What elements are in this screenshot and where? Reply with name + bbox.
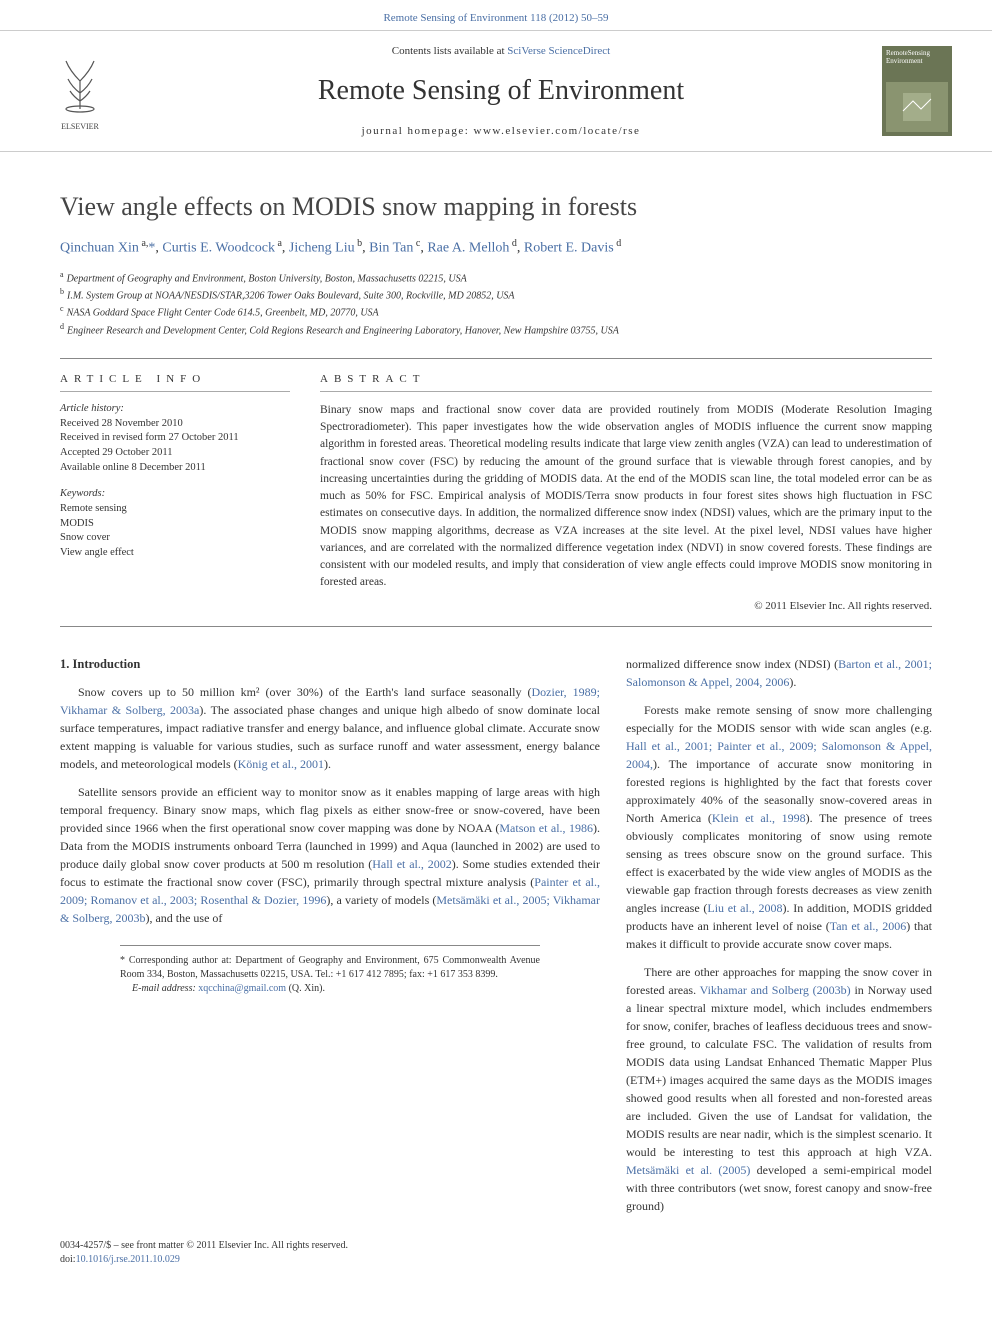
article-info-heading: article info <box>60 373 290 392</box>
history-label: Article history: <box>60 403 124 414</box>
affiliation-text: NASA Goddard Space Flight Center Code 61… <box>67 308 379 319</box>
doi-line: doi:10.1016/j.rse.2011.10.029 <box>60 1253 932 1267</box>
contents-prefix: Contents lists available at <box>392 45 507 57</box>
history-line: Available online 8 December 2011 <box>60 462 206 473</box>
affiliation-key: d <box>60 322 67 331</box>
abstract-text: Binary snow maps and fractional snow cov… <box>320 402 932 592</box>
body-columns: 1. Introduction Snow covers up to 50 mil… <box>60 655 932 1225</box>
journal-cover-thumb: RemoteSensing Environment <box>882 46 952 136</box>
info-abstract-row: article info Article history: Received 2… <box>60 358 932 627</box>
body-text: Forests make remote sensing of snow more… <box>626 703 932 735</box>
journal-homepage: journal homepage: www.elsevier.com/locat… <box>120 125 882 137</box>
author-link[interactable]: Qinchuan Xin <box>60 241 139 256</box>
article-history-block: Article history: Received 28 November 20… <box>60 402 290 475</box>
elsevier-tree-icon <box>52 51 108 122</box>
keywords-block: Keywords: Remote sensing MODIS Snow cove… <box>60 487 290 560</box>
corresponding-footnote: * Corresponding author at: Department of… <box>120 954 540 982</box>
email-link[interactable]: xqcchina@gmail.com <box>198 983 286 994</box>
affiliation-item: bI.M. System Group at NOAA/NESDIS/STAR,3… <box>60 286 932 303</box>
body-paragraph: There are other approaches for mapping t… <box>626 963 932 1215</box>
affiliation-item: cNASA Goddard Space Flight Center Code 6… <box>60 303 932 320</box>
publisher-logo: ELSEVIER <box>40 46 120 136</box>
body-text: normalized difference snow index (NDSI) … <box>626 657 838 671</box>
history-line: Received 28 November 2010 <box>60 418 183 429</box>
footnotes: * Corresponding author at: Department of… <box>120 945 540 996</box>
affiliation-list: aDepartment of Geography and Environment… <box>60 269 932 338</box>
author-aff-sup: a <box>277 238 281 249</box>
journal-ref-link[interactable]: Remote Sensing of Environment 118 (2012)… <box>383 12 608 24</box>
author-aff-sup: b <box>357 238 362 249</box>
citation-link[interactable]: Tan et al., 2006 <box>830 919 906 933</box>
body-text: ), a variety of models ( <box>326 893 436 907</box>
doi-label: doi: <box>60 1254 76 1265</box>
affiliation-text: Engineer Research and Development Center… <box>67 325 619 336</box>
abstract-heading: abstract <box>320 373 932 392</box>
body-paragraph: Forests make remote sensing of snow more… <box>626 701 932 953</box>
author-aff-sup: a <box>141 238 145 249</box>
author-list: Qinchuan Xin a,*, Curtis E. Woodcock a, … <box>60 238 932 257</box>
keyword: Snow cover <box>60 532 110 543</box>
journal-title: Remote Sensing of Environment <box>120 75 882 107</box>
page-footer: 0034-4257/$ – see front matter © 2011 El… <box>60 1239 932 1267</box>
affiliation-text: Department of Geography and Environment,… <box>67 273 467 284</box>
citation-link[interactable]: König et al., 2001 <box>238 757 324 771</box>
author-aff-sup: c <box>416 238 420 249</box>
cover-thumb-title: RemoteSensing Environment <box>886 50 948 65</box>
corresponding-author-star[interactable]: * <box>148 241 155 256</box>
sciencedirect-link[interactable]: SciVerse ScienceDirect <box>507 45 610 57</box>
history-line: Received in revised form 27 October 2011 <box>60 432 239 443</box>
author-aff-sup: d <box>616 238 621 249</box>
author-aff-sup: d <box>512 238 517 249</box>
header-center: Contents lists available at SciVerse Sci… <box>120 45 882 137</box>
citation-link[interactable]: Vikhamar and Solberg (2003b) <box>700 983 851 997</box>
body-paragraph: normalized difference snow index (NDSI) … <box>626 655 932 691</box>
author-link[interactable]: Robert E. Davis <box>524 241 614 256</box>
body-text: Snow covers up to 50 million km² (over 3… <box>78 685 532 699</box>
keyword: View angle effect <box>60 547 134 558</box>
body-text: ), and the use of <box>145 911 222 925</box>
body-text: ). The presence of trees obviously compl… <box>626 811 932 915</box>
body-column-left: 1. Introduction Snow covers up to 50 mil… <box>60 655 600 1225</box>
front-matter-line: 0034-4257/$ – see front matter © 2011 El… <box>60 1239 932 1253</box>
contents-line: Contents lists available at SciVerse Sci… <box>120 45 882 57</box>
keyword: MODIS <box>60 518 94 529</box>
author-link[interactable]: Rae A. Melloh <box>427 241 509 256</box>
abstract-panel: abstract Binary snow maps and fractional… <box>320 373 932 612</box>
journal-ref-bar: Remote Sensing of Environment 118 (2012)… <box>0 0 992 30</box>
affiliation-item: aDepartment of Geography and Environment… <box>60 269 932 286</box>
body-text: ). <box>324 757 331 771</box>
affiliation-item: dEngineer Research and Development Cente… <box>60 321 932 338</box>
affiliation-key: b <box>60 287 67 296</box>
journal-header: ELSEVIER Contents lists available at Sci… <box>0 30 992 152</box>
author-link[interactable]: Curtis E. Woodcock <box>162 241 275 256</box>
history-line: Accepted 29 October 2011 <box>60 447 172 458</box>
abstract-copyright: © 2011 Elsevier Inc. All rights reserved… <box>320 600 932 612</box>
body-paragraph: Snow covers up to 50 million km² (over 3… <box>60 683 600 773</box>
body-paragraph: Satellite sensors provide an efficient w… <box>60 783 600 927</box>
author-link[interactable]: Bin Tan <box>369 241 413 256</box>
section-heading: 1. Introduction <box>60 655 600 674</box>
email-suffix: (Q. Xin). <box>286 983 325 994</box>
article-info-panel: article info Article history: Received 2… <box>60 373 290 612</box>
citation-link[interactable]: Matson et al., 1986 <box>499 821 593 835</box>
cover-thumb-image <box>886 82 948 132</box>
publisher-name: ELSEVIER <box>61 122 99 131</box>
citation-link[interactable]: Klein et al., 1998 <box>712 811 806 825</box>
citation-link[interactable]: Hall et al., 2002 <box>372 857 451 871</box>
keywords-label: Keywords: <box>60 488 105 499</box>
body-column-right: normalized difference snow index (NDSI) … <box>626 655 932 1225</box>
citation-link[interactable]: Liu et al., 2008 <box>707 901 782 915</box>
affiliation-text: I.M. System Group at NOAA/NESDIS/STAR,32… <box>67 290 515 301</box>
citation-link[interactable]: Metsämäki et al. (2005) <box>626 1163 750 1177</box>
body-text: ). <box>789 675 796 689</box>
article-title: View angle effects on MODIS snow mapping… <box>60 192 932 222</box>
email-footnote: E-mail address: xqcchina@gmail.com (Q. X… <box>120 982 540 996</box>
body-text: in Norway used a linear spectral mixture… <box>626 983 932 1159</box>
email-label: E-mail address: <box>132 983 198 994</box>
keyword: Remote sensing <box>60 503 127 514</box>
author-link[interactable]: Jicheng Liu <box>289 241 355 256</box>
doi-link[interactable]: 10.1016/j.rse.2011.10.029 <box>76 1254 180 1265</box>
